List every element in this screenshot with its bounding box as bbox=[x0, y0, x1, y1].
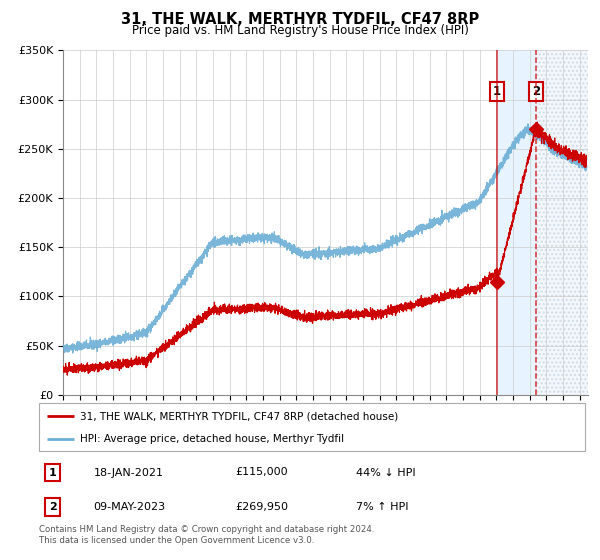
Text: 31, THE WALK, MERTHYR TYDFIL, CF47 8RP: 31, THE WALK, MERTHYR TYDFIL, CF47 8RP bbox=[121, 12, 479, 27]
Text: £115,000: £115,000 bbox=[236, 468, 288, 478]
Text: Contains HM Land Registry data © Crown copyright and database right 2024.
This d: Contains HM Land Registry data © Crown c… bbox=[39, 525, 374, 545]
Text: 09-MAY-2023: 09-MAY-2023 bbox=[94, 502, 166, 512]
FancyBboxPatch shape bbox=[39, 403, 585, 451]
Text: Price paid vs. HM Land Registry's House Price Index (HPI): Price paid vs. HM Land Registry's House … bbox=[131, 24, 469, 37]
Text: 1: 1 bbox=[49, 468, 56, 478]
Text: 1: 1 bbox=[493, 85, 501, 98]
Bar bbox=[497, 50, 536, 395]
Text: 7% ↑ HPI: 7% ↑ HPI bbox=[356, 502, 408, 512]
Text: £269,950: £269,950 bbox=[236, 502, 289, 512]
Text: 2: 2 bbox=[532, 85, 540, 98]
Text: HPI: Average price, detached house, Merthyr Tydfil: HPI: Average price, detached house, Mert… bbox=[80, 434, 344, 444]
Text: 2: 2 bbox=[49, 502, 56, 512]
Text: 44% ↓ HPI: 44% ↓ HPI bbox=[356, 468, 415, 478]
Text: 31, THE WALK, MERTHYR TYDFIL, CF47 8RP (detached house): 31, THE WALK, MERTHYR TYDFIL, CF47 8RP (… bbox=[80, 411, 398, 421]
Text: 18-JAN-2021: 18-JAN-2021 bbox=[94, 468, 164, 478]
